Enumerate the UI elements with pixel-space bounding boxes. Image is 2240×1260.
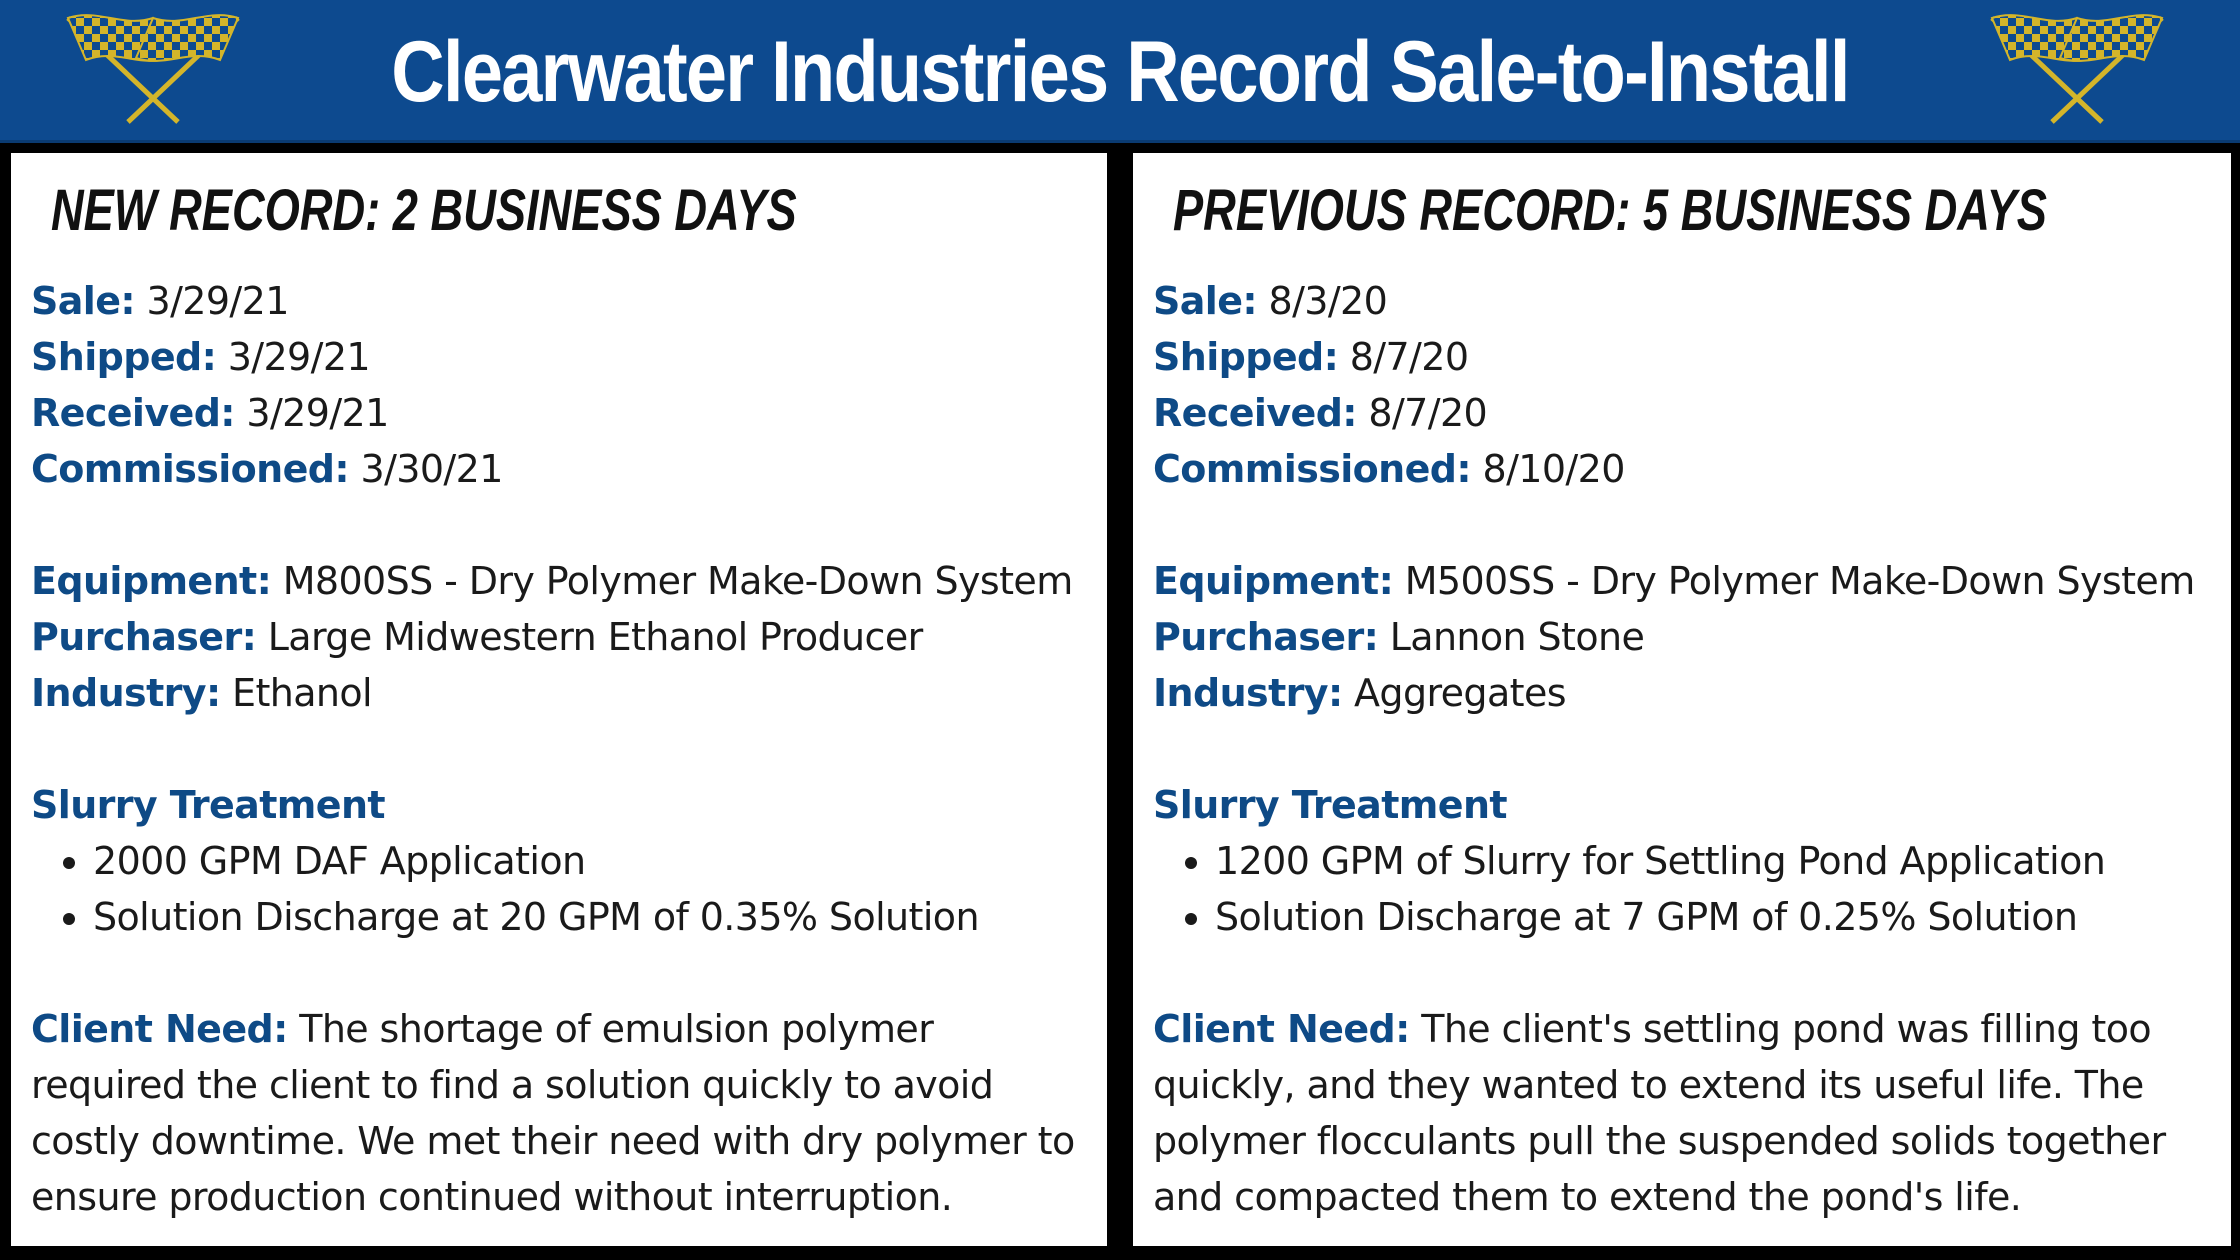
purchaser-row: Purchaser: Large Midwestern Ethanol Prod… xyxy=(31,609,1087,665)
previous-record-details: Sale: 8/3/20 Shipped: 8/7/20 Received: 8… xyxy=(1153,273,2211,1225)
checkered-flags-icon xyxy=(1990,14,2164,124)
slurry-treatment-list: 1200 GPM of Slurry for Settling Pond App… xyxy=(1153,833,2211,945)
list-item: Solution Discharge at 20 GPM of 0.35% So… xyxy=(93,889,1087,945)
equipment-value: M500SS - Dry Polymer Make-Down System xyxy=(1404,559,2196,603)
industry-value: Ethanol xyxy=(232,671,373,715)
spacer xyxy=(31,497,1087,553)
previous-record-title: Previous Record: 5 Business Days xyxy=(1173,178,2047,243)
commissioned-row: Commissioned: 3/30/21 xyxy=(31,441,1087,497)
received-label: Received: xyxy=(1153,391,1358,435)
client-need-text: The client's settling pond was filling t… xyxy=(1153,1007,2166,1219)
slurry-treatment-heading: Slurry Treatment xyxy=(31,783,386,827)
client-need-label: Client Need: xyxy=(31,1007,288,1051)
sale-date: 3/29/21 xyxy=(146,279,290,323)
received-row: Received: 8/7/20 xyxy=(1153,385,2211,441)
equipment-value: M800SS - Dry Polymer Make-Down System xyxy=(282,559,1074,603)
client-need-text: The shortage of emulsion polymer require… xyxy=(31,1007,1075,1219)
industry-value: Aggregates xyxy=(1354,671,1566,715)
list-item: 1200 GPM of Slurry for Settling Pond App… xyxy=(1215,833,2211,889)
page-title: Clearwater Industries Record Sale-to-Ins… xyxy=(391,24,1850,120)
industry-label: Industry: xyxy=(31,671,221,715)
shipped-date: 8/7/20 xyxy=(1349,335,1469,379)
equipment-row: Equipment: M500SS - Dry Polymer Make-Dow… xyxy=(1153,553,2211,609)
shipped-date: 3/29/21 xyxy=(227,335,371,379)
equipment-label: Equipment: xyxy=(1153,559,1394,603)
list-item: Solution Discharge at 7 GPM of 0.25% Sol… xyxy=(1215,889,2211,945)
sale-date: 8/3/20 xyxy=(1268,279,1388,323)
equipment-row: Equipment: M800SS - Dry Polymer Make-Dow… xyxy=(31,553,1087,609)
shipped-row: Shipped: 3/29/21 xyxy=(31,329,1087,385)
shipped-label: Shipped: xyxy=(1153,335,1339,379)
received-date: 8/7/20 xyxy=(1368,391,1488,435)
spacer xyxy=(1153,497,2211,553)
commissioned-label: Commissioned: xyxy=(1153,447,1472,491)
commissioned-label: Commissioned: xyxy=(31,447,350,491)
commissioned-date: 8/10/20 xyxy=(1482,447,1626,491)
industry-label: Industry: xyxy=(1153,671,1343,715)
received-date: 3/29/21 xyxy=(246,391,389,435)
sale-row: Sale: 3/29/21 xyxy=(31,273,1087,329)
industry-row: Industry: Aggregates xyxy=(1153,665,2211,721)
previous-record-panel: Previous Record: 5 Business Days Sale: 8… xyxy=(1133,153,2231,1246)
list-item: 2000 GPM DAF Application xyxy=(93,833,1087,889)
checkered-flags-icon xyxy=(66,14,240,124)
spacer xyxy=(1153,721,2211,777)
sale-label: Sale: xyxy=(31,279,136,323)
slurry-treatment-list: 2000 GPM DAF Application Solution Discha… xyxy=(31,833,1087,945)
client-need: Client Need: The client's settling pond … xyxy=(1153,1001,2211,1225)
received-row: Received: 3/29/21 xyxy=(31,385,1087,441)
shipped-row: Shipped: 8/7/20 xyxy=(1153,329,2211,385)
client-need: Client Need: The shortage of emulsion po… xyxy=(31,1001,1087,1225)
sale-label: Sale: xyxy=(1153,279,1258,323)
spacer xyxy=(31,721,1087,777)
client-need-label: Client Need: xyxy=(1153,1007,1410,1051)
sale-row: Sale: 8/3/20 xyxy=(1153,273,2211,329)
new-record-title: New Record: 2 Business Days xyxy=(51,178,797,243)
new-record-panel: New Record: 2 Business Days Sale: 3/29/2… xyxy=(11,153,1107,1246)
spacer xyxy=(1153,945,2211,1001)
received-label: Received: xyxy=(31,391,236,435)
spacer xyxy=(31,945,1087,1001)
shipped-label: Shipped: xyxy=(31,335,217,379)
purchaser-label: Purchaser: xyxy=(31,615,257,659)
commissioned-date: 3/30/21 xyxy=(360,447,504,491)
slurry-treatment-heading: Slurry Treatment xyxy=(1153,783,1508,827)
purchaser-label: Purchaser: xyxy=(1153,615,1379,659)
purchaser-row: Purchaser: Lannon Stone xyxy=(1153,609,2211,665)
equipment-label: Equipment: xyxy=(31,559,272,603)
new-record-details: Sale: 3/29/21 Shipped: 3/29/21 Received:… xyxy=(31,273,1087,1225)
commissioned-row: Commissioned: 8/10/20 xyxy=(1153,441,2211,497)
purchaser-value: Lannon Stone xyxy=(1389,615,1645,659)
industry-row: Industry: Ethanol xyxy=(31,665,1087,721)
header-banner: Clearwater Industries Record Sale-to-Ins… xyxy=(0,0,2240,143)
purchaser-value: Large Midwestern Ethanol Producer xyxy=(267,615,924,659)
